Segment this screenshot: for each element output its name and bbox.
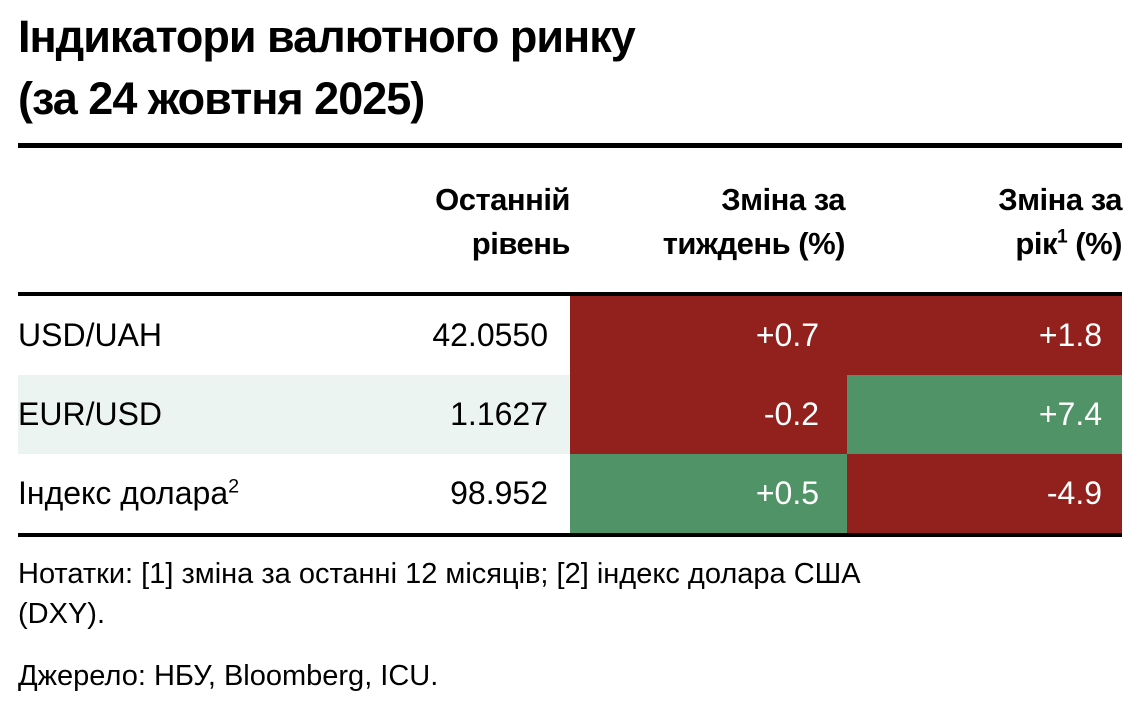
fx-report-figure: Індикатори валютного ринку (за 24 жовтня … — [18, 6, 1122, 692]
footnote-ref-2: 2 — [228, 475, 240, 498]
header-row: Останній рівень Зміна за тиждень (%) Зміна… — [18, 148, 1122, 296]
footnotes-text: Нотатки: [1] зміна за останні 12 місяців… — [18, 558, 861, 630]
column-header-latest-level: Останній рівень — [370, 148, 571, 296]
table-row-usd-uah: USD/UAH 42.0550 +0.7 +1.8 — [18, 294, 1122, 375]
latest-level-value: 98.952 — [370, 454, 570, 537]
week-change-value: -0.2 — [570, 375, 847, 454]
week-change-value: +0.7 — [570, 294, 847, 375]
latest-level-value: 42.0550 — [432, 317, 548, 353]
year-change-value: +1.8 — [847, 294, 1122, 375]
title-divider — [18, 143, 1122, 148]
row-label: EUR/USD — [18, 375, 370, 454]
year-change-value: -4.9 — [847, 454, 1122, 537]
page-title-line1: Індикатори валютного ринку — [18, 11, 636, 62]
table-row-eur-usd: EUR/USD 1.1627 -0.2 +7.4 — [18, 375, 1122, 454]
year-change-value: +7.4 — [847, 375, 1122, 454]
source-text: Джерело: НБУ, Bloomberg, ICU. — [18, 660, 439, 692]
week-change-value: +0.5 — [570, 454, 847, 537]
column-header-year-change: Зміна за рік1 (%) — [847, 148, 1122, 296]
row-label: USD/UAH — [18, 317, 163, 353]
fx-indicators-table: Останній рівень Зміна за тиждень (%) Зміна… — [18, 148, 1122, 537]
column-header-week-change: Зміна за тиждень (%) — [570, 148, 847, 296]
footnote-ref-1: 1 — [1056, 226, 1068, 248]
latest-level-value: 1.1627 — [370, 375, 570, 454]
row-label: Індекс долара2 — [18, 454, 370, 537]
column-header-empty — [18, 148, 370, 296]
table-row-dollar-index: Індекс долара2 98.952 +0.5 -4.9 — [18, 454, 1122, 537]
page-title-line2: (за 24 жовтня 2025) — [18, 73, 425, 124]
page-title: Індикатори валютного ринку (за 24 жовтня … — [18, 6, 1122, 130]
